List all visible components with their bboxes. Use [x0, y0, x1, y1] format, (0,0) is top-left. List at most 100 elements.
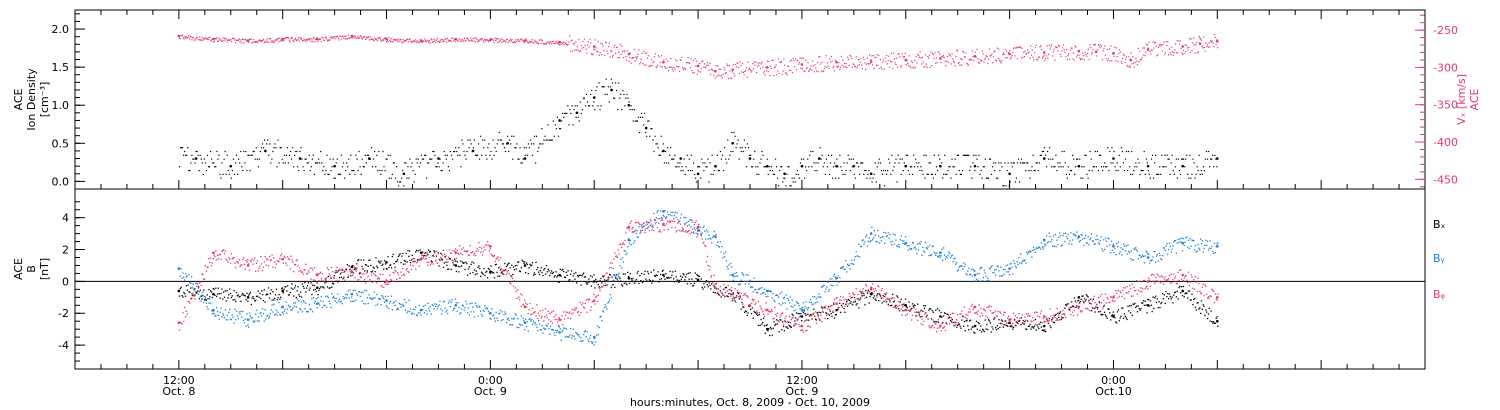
b-component-sample — [653, 212, 655, 215]
b-component-sample — [601, 319, 603, 322]
vx-sample — [330, 36, 332, 38]
b-component-sample — [371, 270, 374, 272]
vx-sample — [1119, 51, 1121, 53]
b-component-sample — [1148, 262, 1151, 264]
b-component-sample — [1200, 238, 1202, 240]
b-component-sample — [1094, 311, 1096, 313]
ion-density-sample — [824, 173, 826, 175]
ion-density-sample — [410, 166, 412, 168]
b-component-sample — [1084, 234, 1087, 237]
b-component-sample — [619, 264, 621, 267]
vx-sample — [1108, 48, 1110, 50]
b-component-sample — [429, 306, 432, 308]
vx-sample — [565, 42, 567, 44]
b-component-sample — [676, 279, 678, 281]
b-component-sample — [760, 293, 762, 295]
b-component-sample — [275, 288, 278, 290]
b-component-sample — [306, 287, 308, 289]
b-component-sample — [807, 313, 809, 315]
vx-sample — [364, 38, 367, 41]
b-component-sample — [694, 229, 696, 231]
ion-density-sample — [556, 116, 559, 118]
vx-sample — [248, 41, 250, 43]
ion-density-sample — [528, 147, 531, 149]
vx-sample — [435, 41, 437, 44]
vx-sample — [317, 40, 319, 42]
vx-sample — [534, 39, 536, 41]
b-component-sample — [1215, 317, 1217, 320]
vx-sample — [650, 65, 652, 67]
ion-density-sample — [1133, 169, 1135, 172]
b-component-sample — [339, 301, 342, 303]
b-component-sample — [1116, 322, 1118, 324]
ion-density-sample — [793, 177, 795, 179]
ion-density-sample — [1001, 166, 1003, 168]
b-component-sample — [680, 278, 683, 280]
b-component-sample — [872, 293, 874, 295]
ion-density-sample — [413, 181, 415, 183]
ion-density-sample — [379, 169, 381, 172]
vx-sample — [372, 38, 374, 40]
b-component-point — [1146, 303, 1150, 307]
vx-sample — [1212, 42, 1214, 44]
vx-sample — [1002, 52, 1005, 54]
vx-sample — [445, 41, 448, 43]
b-component-sample — [296, 290, 298, 292]
b-component-sample — [950, 321, 953, 323]
b-component-sample — [594, 287, 596, 289]
vx-sample — [283, 39, 285, 41]
b-component-sample — [457, 265, 459, 268]
vx-sample — [508, 40, 510, 42]
vx-sample — [764, 74, 766, 76]
vx-sample — [847, 58, 850, 61]
b-component-sample — [1153, 250, 1155, 253]
b-component-sample — [628, 282, 631, 284]
b-component-sample — [1035, 329, 1037, 331]
b-component-sample — [741, 271, 743, 274]
vx-sample — [549, 41, 551, 43]
b-component-sample — [226, 314, 228, 316]
b-component-sample — [908, 301, 910, 303]
vx-sample — [604, 54, 606, 56]
b-component-sample — [826, 312, 828, 315]
b-component-sample — [660, 273, 662, 276]
b-component-sample — [479, 306, 481, 308]
b-component-sample — [395, 261, 397, 263]
b-component-sample — [639, 232, 641, 235]
b-component-sample — [261, 290, 263, 292]
b-component-sample — [900, 298, 902, 300]
b-component-sample — [371, 298, 374, 300]
ion-density-sample — [916, 162, 918, 164]
b-component-sample — [321, 286, 323, 288]
ion-density-sample — [1150, 158, 1153, 160]
vx-sample — [393, 39, 396, 41]
b-component-sample — [298, 299, 300, 302]
b-component-sample — [1072, 305, 1075, 308]
ion-density-sample — [326, 154, 328, 156]
b-component-sample — [1045, 318, 1048, 320]
vx-sample — [622, 56, 624, 59]
ion-density-sample — [629, 109, 631, 111]
b-component-sample — [758, 313, 760, 316]
vx-sample — [860, 58, 862, 60]
vx-sample — [366, 36, 368, 38]
vx-sample — [451, 37, 453, 39]
ion-density-sample — [538, 147, 540, 149]
b-component-sample — [638, 282, 640, 285]
vx-sample — [905, 64, 907, 66]
ion-density-sample — [251, 154, 253, 156]
ion-density-sample — [319, 162, 321, 164]
vx-sample — [219, 39, 221, 41]
vx-sample — [1058, 44, 1060, 47]
b-component-sample — [871, 226, 873, 228]
b-component-sample — [589, 281, 591, 283]
b-component-sample — [189, 291, 191, 293]
ion-density-sample — [1132, 173, 1134, 175]
ion-density-sample — [754, 150, 756, 153]
vx-sample — [1118, 53, 1120, 55]
b-component-sample — [821, 285, 824, 288]
vx-sample — [1093, 44, 1096, 46]
b-component-sample — [1175, 296, 1178, 298]
b-component-sample — [1129, 258, 1132, 260]
ion-density-sample — [784, 177, 786, 179]
